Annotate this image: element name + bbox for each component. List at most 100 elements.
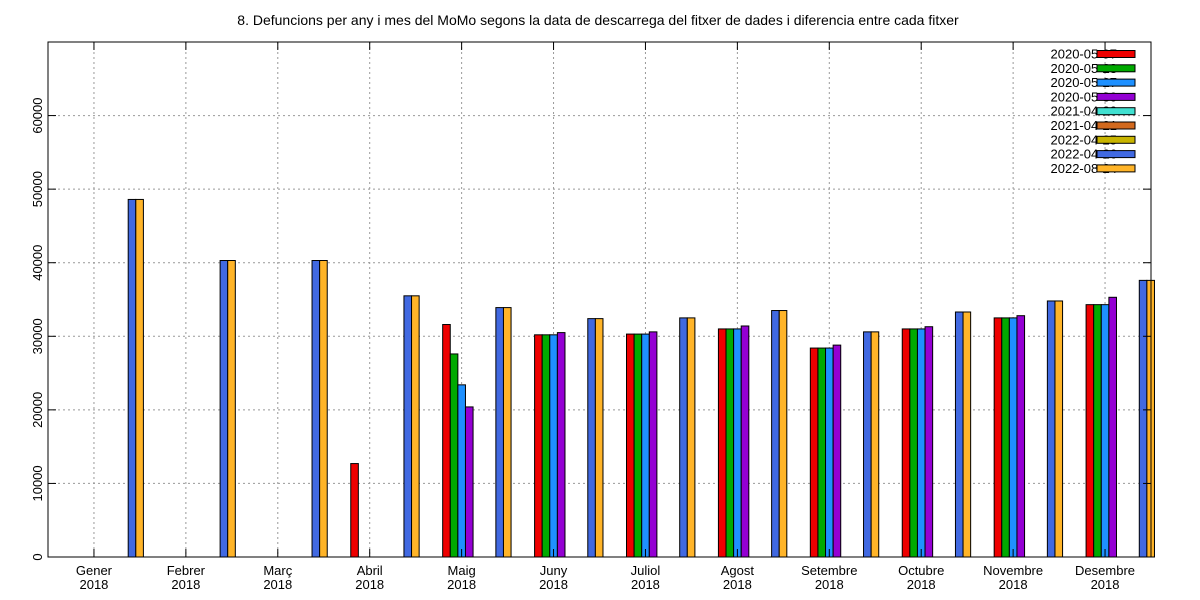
legend-swatch xyxy=(1096,78,1136,87)
bar-2020-05-23-setembre xyxy=(817,347,827,558)
x-tick-label-year: 2018 xyxy=(447,577,476,592)
bar-2022-04-26-novembre xyxy=(1046,300,1056,558)
x-tick-label-year: 2018 xyxy=(263,577,292,592)
bar-2020-05-07-juliol xyxy=(626,333,635,558)
bar-2022-04-26-març xyxy=(311,260,321,558)
y-tick-label: 10000 xyxy=(30,465,45,501)
bar-2020-05-23-octubre xyxy=(909,328,918,558)
x-tick-label-month: Juny xyxy=(540,563,568,578)
bar-2020-05-27-juliol xyxy=(641,333,650,558)
x-tick-label-month: Maig xyxy=(448,563,476,578)
x-tick-label-month: Juliol xyxy=(631,563,661,578)
bar-2020-05-27-juny xyxy=(549,334,558,558)
bar-2022-08-24-juny xyxy=(594,318,604,558)
bar-2020-05-30-juliol xyxy=(648,331,658,558)
x-tick-label-month: Agost xyxy=(721,563,755,578)
y-tick-label: 0 xyxy=(30,553,45,560)
x-tick-label-month: Desembre xyxy=(1075,563,1135,578)
bar-2020-05-23-juny xyxy=(541,334,551,558)
bar-2020-05-27-agost xyxy=(733,328,742,558)
axes xyxy=(47,41,1152,558)
chart-title: 8. Defuncions per any i mes del MoMo seg… xyxy=(237,12,959,28)
x-tick-label-year: 2018 xyxy=(907,577,936,592)
bar-2022-04-26-gener xyxy=(127,198,137,558)
bar-2022-08-24-setembre xyxy=(870,331,880,558)
bar-2020-05-30-maig xyxy=(464,406,474,558)
x-tick-label-month: Març xyxy=(263,563,292,578)
x-tick-label-year: 2018 xyxy=(631,577,660,592)
bar-2020-05-23-desembre xyxy=(1093,304,1102,558)
bar-2020-05-23-juliol xyxy=(633,333,643,558)
legend-swatch xyxy=(1096,164,1136,173)
bar-2022-04-26-juny xyxy=(587,318,596,558)
bar-2022-08-24-octubre xyxy=(962,311,972,558)
x-tick-label-month: Abril xyxy=(357,563,383,578)
plot-border xyxy=(47,41,1152,558)
y-tick-label: 20000 xyxy=(30,392,45,428)
bar-2022-08-24-gener xyxy=(135,198,144,558)
bar-2020-05-07-desembre xyxy=(1085,304,1095,558)
y-tick-label: 50000 xyxy=(30,171,45,207)
bar-2022-04-26-agost xyxy=(771,310,780,558)
bar-2020-05-30-octubre xyxy=(924,326,934,558)
bar-2020-05-07-juny xyxy=(534,334,543,558)
bar-2020-05-07-octubre xyxy=(901,328,911,558)
legend-swatch xyxy=(1096,121,1136,130)
x-tick-label-year: 2018 xyxy=(355,577,384,592)
bar-2020-05-27-maig xyxy=(457,384,466,558)
bar-2020-05-30-juny xyxy=(556,332,566,558)
legend-swatch xyxy=(1096,135,1136,144)
bar-2022-04-26-setembre xyxy=(863,331,872,558)
bar-2020-05-30-novembre xyxy=(1016,315,1026,558)
x-tick-label-year: 2018 xyxy=(539,577,568,592)
bar-2022-08-24-abril xyxy=(411,295,420,558)
bars xyxy=(127,198,1155,558)
bar-2022-08-24-agost xyxy=(778,310,788,558)
bar-2020-05-07-novembre xyxy=(993,317,1003,558)
legend: 2020-05-072020-05-232020-05-272020-05-30… xyxy=(1051,47,1136,176)
bar-2020-05-07-setembre xyxy=(809,347,819,558)
bar-2020-05-23-maig xyxy=(449,353,459,558)
bar-2020-05-07-abril xyxy=(350,463,359,558)
legend-swatch xyxy=(1096,64,1136,73)
bar-2022-08-24-maig xyxy=(502,307,512,558)
bar-2022-04-26-abril xyxy=(403,295,413,558)
bar-2022-04-26-desembre xyxy=(1138,279,1148,558)
y-tick-label: 40000 xyxy=(30,245,45,281)
bar-2022-04-26-maig xyxy=(495,307,504,558)
bar-2020-05-07-agost xyxy=(717,328,727,558)
y-axis-ticks: 0 10000 20000 30000 40000 50000 60000 xyxy=(30,97,45,560)
x-tick-label-year: 2018 xyxy=(79,577,108,592)
bar-2022-04-26-octubre xyxy=(954,311,964,558)
x-tick-label-year: 2018 xyxy=(171,577,200,592)
x-tick-label-year: 2018 xyxy=(1091,577,1120,592)
bar-2022-08-24-novembre xyxy=(1054,300,1064,558)
bar-2020-05-30-setembre xyxy=(832,344,842,558)
bar-2022-04-26-febrer xyxy=(219,260,229,558)
legend-swatch xyxy=(1096,92,1136,101)
x-tick-label-year: 2018 xyxy=(723,577,752,592)
legend-swatch xyxy=(1096,150,1136,159)
bar-2020-05-27-octubre xyxy=(916,328,926,558)
x-tick-label-year: 2018 xyxy=(815,577,844,592)
x-tick-label-month: Setembre xyxy=(801,563,857,578)
x-tick-label-year: 2018 xyxy=(999,577,1028,592)
bar-2020-05-30-agost xyxy=(740,325,750,558)
x-tick-label-month: Febrer xyxy=(167,563,206,578)
legend-swatch xyxy=(1096,107,1136,116)
bar-2020-05-27-setembre xyxy=(825,347,834,558)
y-tick-label: 60000 xyxy=(30,97,45,133)
bar-2020-05-27-desembre xyxy=(1100,304,1110,558)
x-tick-label-month: Gener xyxy=(76,563,113,578)
bar-2022-08-24-febrer xyxy=(227,260,236,558)
bar-2022-08-24-març xyxy=(319,260,328,558)
bar-2020-05-30-desembre xyxy=(1108,296,1117,558)
x-tick-label-month: Octubre xyxy=(898,563,944,578)
bar-2022-04-26-juliol xyxy=(679,317,688,558)
bar-2022-08-24-juliol xyxy=(686,317,696,558)
bar-2020-05-23-novembre xyxy=(1001,317,1010,558)
y-tick-label: 30000 xyxy=(30,318,45,354)
x-axis-ticks: Gener2018Febrer2018Març2018Abril2018Maig… xyxy=(76,563,1135,592)
bar-2020-05-27-novembre xyxy=(1008,317,1018,558)
